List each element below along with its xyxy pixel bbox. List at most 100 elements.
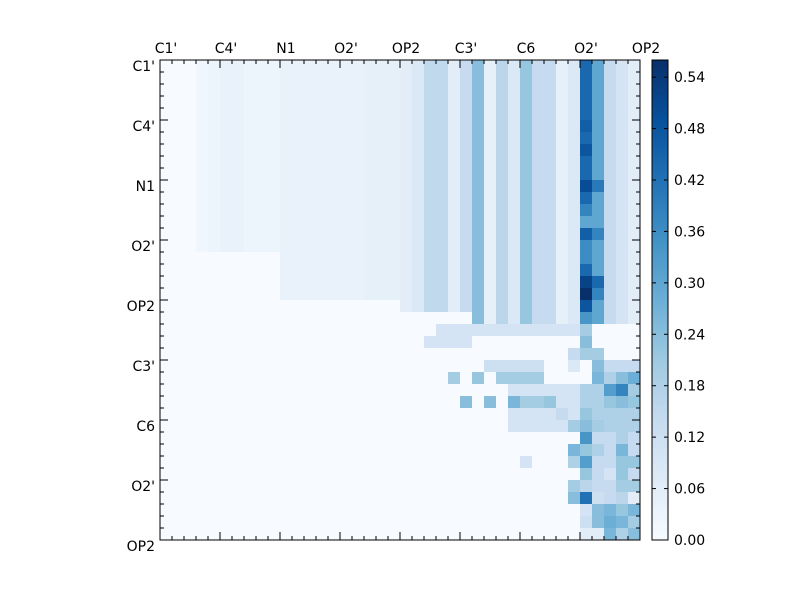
heatmap-cell xyxy=(340,312,353,325)
heatmap-cell xyxy=(328,432,341,445)
heatmap-cell xyxy=(184,528,197,541)
heatmap-cell xyxy=(232,288,245,301)
heatmap-cell xyxy=(388,348,401,361)
heatmap-cell xyxy=(172,312,185,325)
heatmap-cell xyxy=(424,504,437,517)
heatmap-cell xyxy=(400,516,413,529)
heatmap-cell xyxy=(604,396,617,409)
heatmap-cell xyxy=(532,492,545,505)
heatmap-cell xyxy=(628,72,641,85)
heatmap-cell xyxy=(484,300,497,313)
heatmap-cell xyxy=(220,204,233,217)
heatmap-cell xyxy=(472,60,485,73)
heatmap-cell xyxy=(208,204,221,217)
heatmap-cell xyxy=(400,384,413,397)
heatmap-cell xyxy=(568,312,581,325)
heatmap-cell xyxy=(256,60,269,73)
heatmap-cell xyxy=(580,300,593,313)
heatmap-cell xyxy=(304,480,317,493)
heatmap-cell xyxy=(460,504,473,517)
heatmap-cell xyxy=(448,120,461,133)
heatmap-cell xyxy=(436,276,449,289)
heatmap-cell xyxy=(220,432,233,445)
heatmap-cell xyxy=(184,324,197,337)
heatmap-cell xyxy=(388,252,401,265)
heatmap-cell xyxy=(196,228,209,241)
heatmap-cell xyxy=(460,192,473,205)
heatmap-cell xyxy=(460,324,473,337)
heatmap-cell xyxy=(304,276,317,289)
heatmap-cell xyxy=(604,480,617,493)
heatmap-cell xyxy=(268,216,281,229)
heatmap-cell xyxy=(508,408,521,421)
heatmap-cell xyxy=(196,132,209,145)
heatmap-cell xyxy=(556,240,569,253)
heatmap-cell xyxy=(544,480,557,493)
heatmap-cell xyxy=(220,120,233,133)
heatmap-cell xyxy=(196,276,209,289)
heatmap-cell xyxy=(532,516,545,529)
heatmap-cell xyxy=(580,192,593,205)
heatmap-cell xyxy=(484,444,497,457)
heatmap-cell xyxy=(316,324,329,337)
heatmap-cell xyxy=(484,276,497,289)
heatmap-cell xyxy=(448,384,461,397)
heatmap-cell xyxy=(616,516,629,529)
heatmap-cell xyxy=(280,504,293,517)
heatmap-cell xyxy=(268,252,281,265)
heatmap-cell xyxy=(460,252,473,265)
heatmap-cell xyxy=(520,84,533,97)
heatmap-cell xyxy=(460,348,473,361)
heatmap-cell xyxy=(184,288,197,301)
heatmap-cell xyxy=(292,468,305,481)
heatmap-cell xyxy=(556,84,569,97)
heatmap-cell xyxy=(520,300,533,313)
y-tick-label: OP2 xyxy=(127,299,155,315)
heatmap-cell xyxy=(232,528,245,541)
heatmap-cell xyxy=(616,372,629,385)
heatmap-cell xyxy=(532,480,545,493)
heatmap-cell xyxy=(412,96,425,109)
heatmap-cell xyxy=(508,444,521,457)
heatmap-cell xyxy=(412,156,425,169)
heatmap-cell xyxy=(616,144,629,157)
heatmap-cell xyxy=(472,132,485,145)
heatmap-cell xyxy=(484,72,497,85)
heatmap-cell xyxy=(616,96,629,109)
heatmap-cell xyxy=(160,396,173,409)
heatmap-cell xyxy=(508,312,521,325)
heatmap-cell xyxy=(376,264,389,277)
heatmap-cell xyxy=(340,252,353,265)
x-tick-label: N1 xyxy=(276,41,295,57)
heatmap-cell xyxy=(340,108,353,121)
y-tick-label: O2' xyxy=(131,479,155,495)
heatmap-cell xyxy=(304,492,317,505)
heatmap-cell xyxy=(340,168,353,181)
heatmap-cell xyxy=(520,408,533,421)
heatmap-cell xyxy=(520,360,533,373)
heatmap-cell xyxy=(268,156,281,169)
heatmap-cell xyxy=(568,144,581,157)
heatmap-cell xyxy=(400,264,413,277)
heatmap-cell xyxy=(568,300,581,313)
heatmap-cell xyxy=(496,444,509,457)
heatmap-cell xyxy=(340,372,353,385)
heatmap-cell xyxy=(628,528,641,541)
heatmap-cell xyxy=(532,468,545,481)
heatmap-cell xyxy=(292,60,305,73)
heatmap-cell xyxy=(244,336,257,349)
heatmap-cell xyxy=(340,72,353,85)
heatmap-cell xyxy=(328,132,341,145)
heatmap-cell xyxy=(160,264,173,277)
heatmap-cell xyxy=(304,372,317,385)
heatmap-cell xyxy=(496,60,509,73)
heatmap-cell xyxy=(568,120,581,133)
heatmap-cell xyxy=(592,204,605,217)
heatmap-cell xyxy=(484,168,497,181)
heatmap-cell xyxy=(316,156,329,169)
heatmap-cell xyxy=(160,468,173,481)
heatmap-cell xyxy=(580,336,593,349)
heatmap-cell xyxy=(424,336,437,349)
heatmap-cell xyxy=(316,348,329,361)
heatmap-cell xyxy=(544,144,557,157)
